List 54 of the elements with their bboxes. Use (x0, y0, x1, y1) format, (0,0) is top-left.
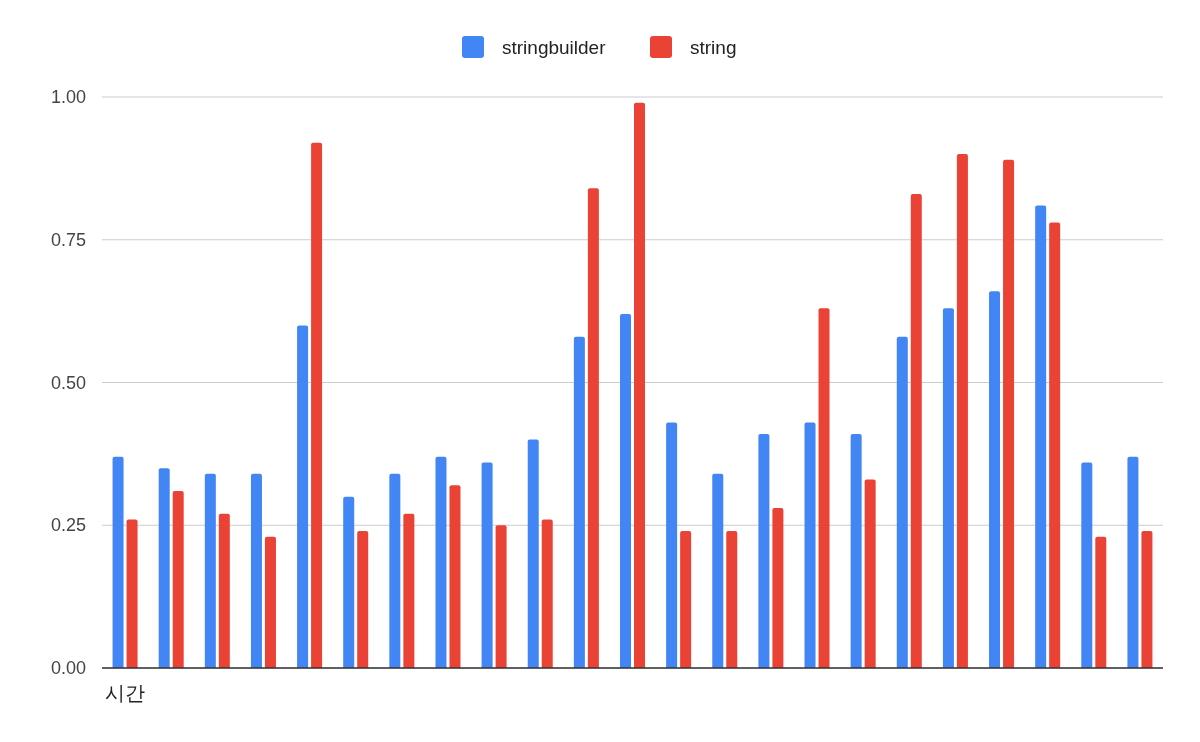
bar (449, 485, 461, 668)
y-tick-label: 0.75 (50, 229, 86, 250)
bar (942, 308, 954, 668)
bar (1095, 536, 1107, 668)
bar (804, 422, 816, 668)
bar (204, 473, 216, 668)
bar (357, 530, 369, 668)
bar (527, 439, 539, 668)
bar (620, 313, 631, 668)
bar (666, 422, 678, 668)
bar (297, 325, 309, 668)
bar (172, 490, 184, 668)
bar (956, 154, 968, 668)
bar (1035, 205, 1047, 668)
bar (495, 525, 507, 668)
bar (1127, 456, 1139, 668)
bar (772, 508, 784, 668)
bar (311, 142, 323, 668)
bar (712, 473, 724, 668)
bar (818, 308, 830, 668)
bar (343, 496, 355, 668)
bar (1003, 159, 1015, 668)
bar (1049, 222, 1061, 668)
legend-label: string (690, 37, 737, 58)
y-tick-label: 0.50 (50, 372, 86, 393)
bar (680, 530, 692, 668)
bar (758, 433, 770, 668)
bar (250, 473, 262, 668)
bar (726, 530, 738, 668)
bar (541, 519, 553, 668)
bar (218, 513, 230, 668)
bar (1141, 530, 1153, 668)
bar (634, 102, 645, 668)
legend-label: stringbuilder (502, 37, 607, 58)
bar (158, 468, 170, 668)
bar (389, 473, 401, 668)
y-tick-label: 0.25 (50, 515, 86, 536)
bar (435, 456, 447, 668)
bar (126, 519, 138, 668)
bar (481, 462, 493, 668)
bar (264, 536, 276, 668)
bar (989, 291, 1001, 668)
y-tick-label: 0.00 (50, 658, 86, 678)
bar (864, 479, 876, 668)
bar (896, 336, 908, 668)
y-tick-label: 1.00 (50, 87, 86, 107)
bar (403, 513, 415, 668)
bar (910, 194, 922, 668)
bar (850, 433, 862, 668)
bar (112, 456, 124, 668)
bar (573, 336, 585, 668)
x-tick-label: 시간 (105, 682, 146, 704)
bar (587, 188, 599, 668)
bar (1081, 462, 1093, 668)
